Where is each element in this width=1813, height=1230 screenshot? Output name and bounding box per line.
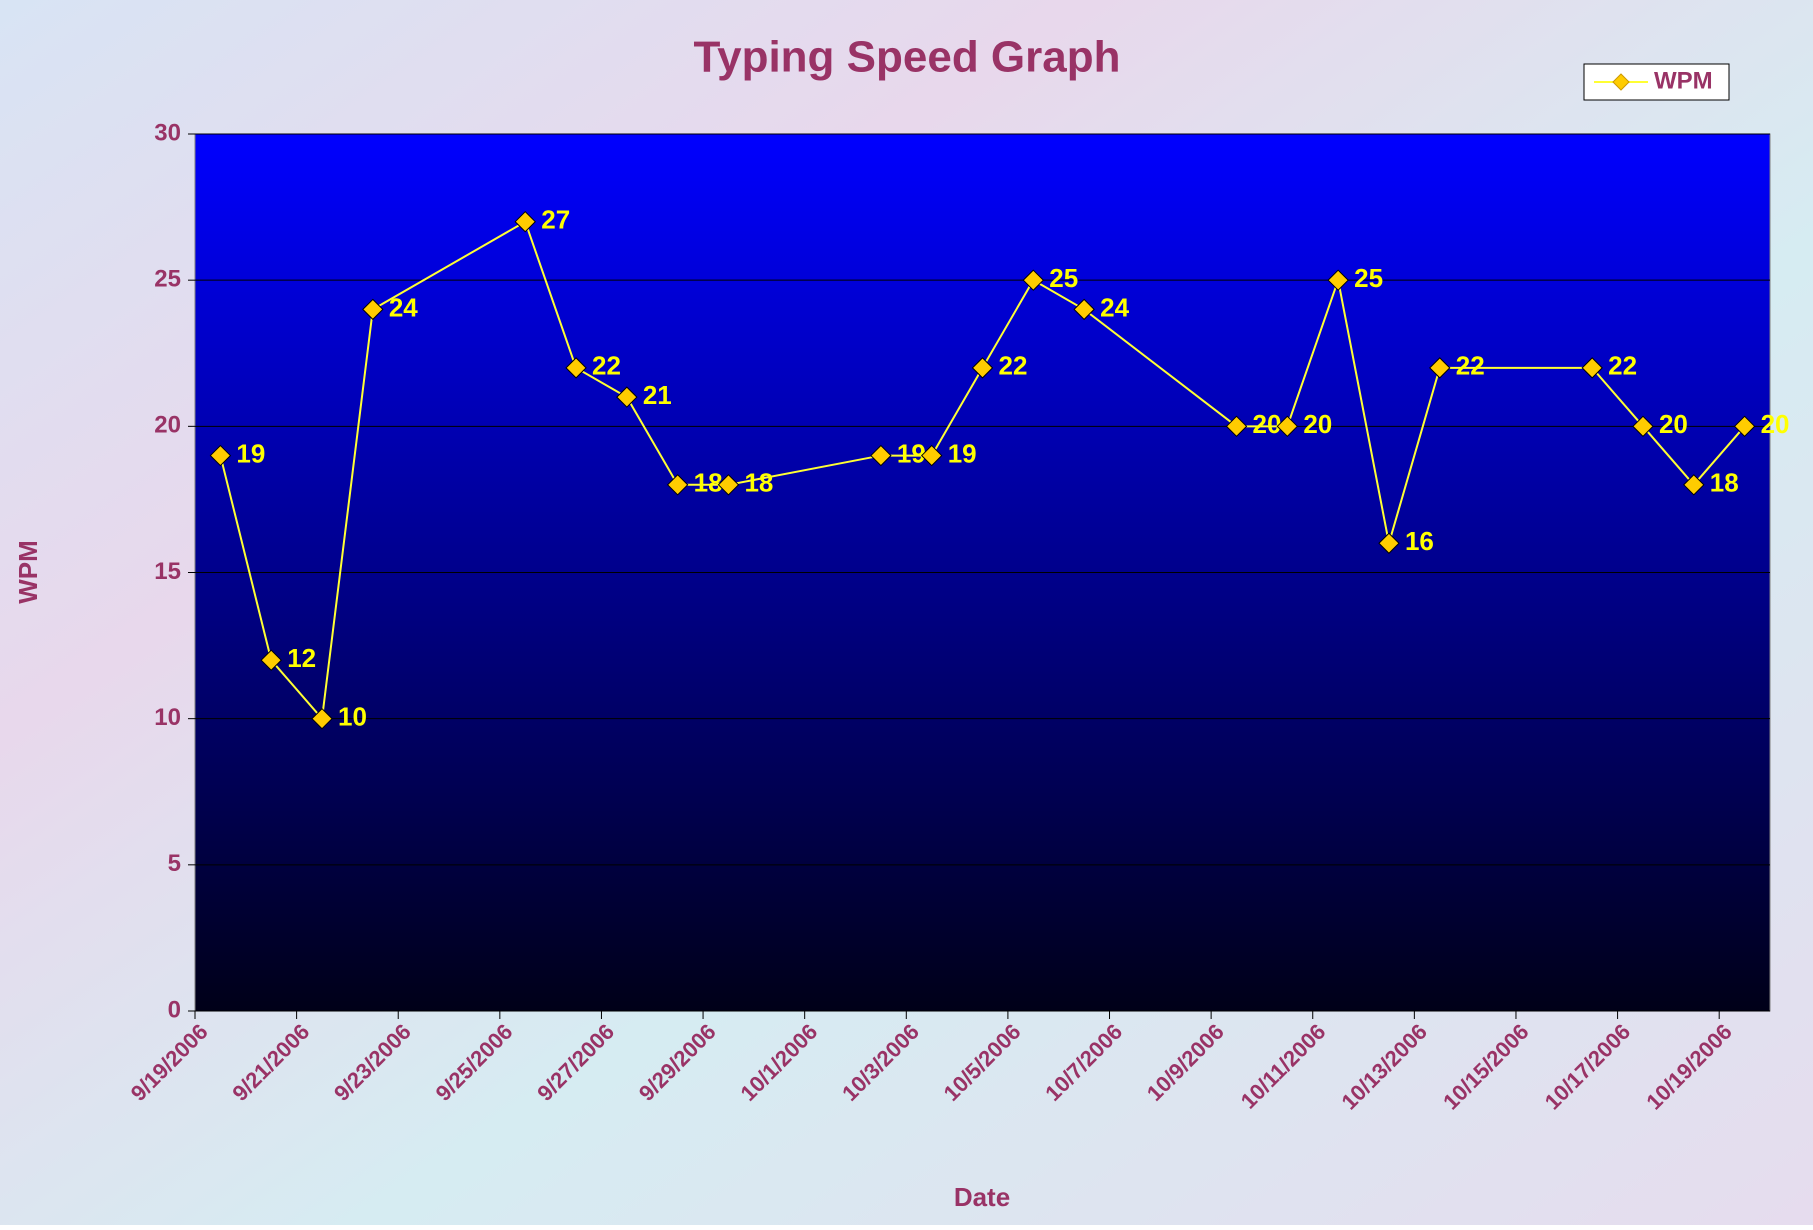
chart: Typing Speed Graph Date WPM WPM 0 5 10 15 20… <box>0 0 1813 1225</box>
y-tick-label: 30 <box>154 119 181 146</box>
legend-label: WPM <box>1654 67 1713 94</box>
data-label: 20 <box>1659 409 1688 439</box>
data-label: 22 <box>1608 351 1637 381</box>
data-label: 27 <box>541 205 570 235</box>
data-label: 25 <box>1049 263 1078 293</box>
data-label: 18 <box>694 468 723 498</box>
y-tick-label: 5 <box>168 850 181 877</box>
y-tick-label: 0 <box>168 996 181 1023</box>
data-label: 16 <box>1405 526 1434 556</box>
data-label: 19 <box>236 438 265 468</box>
data-label: 19 <box>948 438 977 468</box>
data-label: 20 <box>1303 409 1332 439</box>
data-label: 10 <box>338 702 367 732</box>
data-label: 18 <box>744 468 773 498</box>
data-label: 24 <box>1100 292 1129 322</box>
data-label: 18 <box>1710 468 1739 498</box>
data-label: 20 <box>1761 409 1790 439</box>
data-label: 24 <box>389 292 418 322</box>
data-label: 19 <box>897 438 926 468</box>
data-label: 12 <box>287 643 316 673</box>
y-tick-label: 10 <box>154 704 181 731</box>
y-tick-label: 15 <box>154 558 181 585</box>
data-label: 25 <box>1354 263 1383 293</box>
legend: WPM <box>1584 64 1729 100</box>
x-axis-label: Date <box>954 1182 1010 1212</box>
y-axis-label: WPM <box>13 540 43 604</box>
y-tick-label: 25 <box>154 266 181 293</box>
data-label: 22 <box>592 351 621 381</box>
data-label: 22 <box>1456 351 1485 381</box>
data-label: 20 <box>1253 409 1282 439</box>
data-label: 22 <box>999 351 1028 381</box>
data-label: 21 <box>643 380 672 410</box>
y-tick-label: 20 <box>154 412 181 439</box>
chart-title: Typing Speed Graph <box>693 33 1120 82</box>
